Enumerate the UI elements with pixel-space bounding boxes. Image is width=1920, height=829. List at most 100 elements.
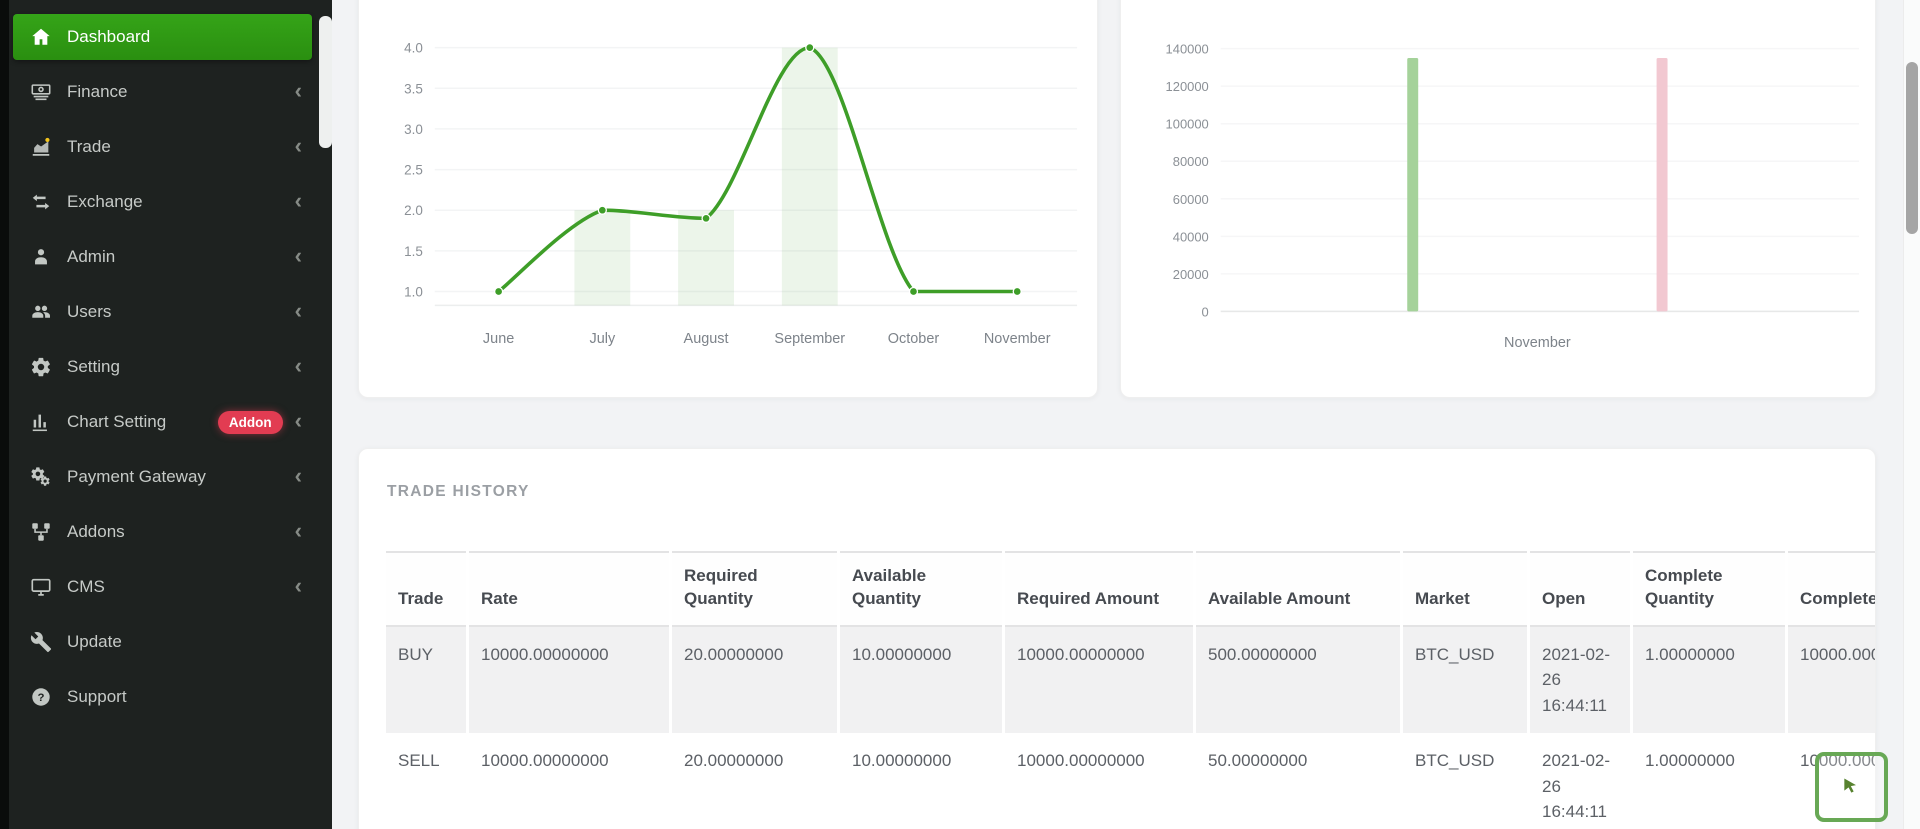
sidebar-item-label: Support [67, 687, 127, 706]
trade-history-table: Trade Rate Required Quantity Available Quan… [383, 551, 1875, 829]
sidebar-item-users[interactable]: Users ‹ [13, 289, 312, 335]
sidebar-item-exchange[interactable]: Exchange ‹ [13, 179, 312, 225]
column-header: Complete Amount [1788, 551, 1875, 627]
gear-icon [29, 355, 53, 379]
trade-icon [29, 135, 53, 159]
sidebar-item-chart-setting[interactable]: Chart Setting Addon ‹ [13, 399, 312, 445]
table-cell: 1.00000000 [1633, 626, 1785, 734]
svg-text:?: ? [38, 692, 45, 704]
table-row: BUY 10000.00000000 20.00000000 10.00000000 1… [386, 626, 1875, 734]
svg-text:November: November [1504, 335, 1571, 351]
page-scrollbar-thumb[interactable] [1906, 62, 1918, 234]
svg-text:120000: 120000 [1166, 79, 1209, 94]
table-cell: 10000.00000000 [1005, 626, 1193, 734]
trade-history-title: TRADE HISTORY [387, 483, 530, 500]
line-chart: 4.0 3.5 3.0 2.5 2.0 1.5 1.0 June July August Septe… [404, 41, 1078, 347]
svg-text:August: August [684, 331, 729, 347]
svg-text:20000: 20000 [1173, 267, 1209, 282]
sidebar: Dashboard Finance ‹ Trade ‹ Exchange ‹ Admin ‹ Us… [0, 0, 332, 829]
table-cell: 10.00000000 [840, 626, 1002, 734]
svg-text:60000: 60000 [1173, 192, 1209, 207]
chevron-left-icon: ‹ [294, 408, 302, 433]
svg-text:2.5: 2.5 [404, 163, 423, 178]
svg-text:0: 0 [1202, 304, 1209, 319]
chevron-left-icon: ‹ [294, 353, 302, 378]
sidebar-item-cms[interactable]: CMS ‹ [13, 564, 312, 610]
svg-text:September: September [774, 331, 845, 347]
table-cell: 500.00000000 [1196, 626, 1400, 734]
sidebar-item-label: Users [67, 302, 112, 321]
addons-icon [29, 520, 53, 544]
cursor-highlight [1815, 752, 1888, 822]
table-cell: 20.00000000 [672, 733, 837, 829]
table-cell: 10000.00000000 [1005, 733, 1193, 829]
column-header: Trade [386, 551, 466, 627]
finance-icon [29, 80, 53, 104]
column-header: Open [1530, 551, 1630, 627]
table-header-row: Trade Rate Required Quantity Available Quan… [386, 551, 1875, 627]
table-cell: BUY [386, 626, 466, 734]
sidebar-item-label: Addons [67, 522, 125, 541]
chevron-left-icon: ‹ [294, 243, 302, 268]
svg-text:40000: 40000 [1173, 229, 1209, 244]
table-cell: 10.00000000 [840, 733, 1002, 829]
addon-badge: Addon [217, 410, 283, 434]
admin-icon [29, 245, 53, 269]
trade-history-card: TRADE HISTORY Trade Rate Required Quantity… [358, 448, 1876, 829]
table-cell: BTC_USD [1403, 626, 1527, 734]
sidebar-edge [0, 0, 9, 829]
sidebar-item-setting[interactable]: Setting ‹ [13, 344, 312, 390]
sidebar-item-label: Payment Gateway [67, 467, 206, 486]
svg-text:June: June [483, 331, 514, 347]
sidebar-nav: Dashboard Finance ‹ Trade ‹ Exchange ‹ Admin ‹ Us… [9, 14, 332, 729]
chevron-left-icon: ‹ [294, 298, 302, 323]
column-header: Required Quantity [672, 551, 837, 627]
chevron-left-icon: ‹ [294, 78, 302, 103]
sidebar-item-trade[interactable]: Trade ‹ [13, 124, 312, 170]
cms-icon [29, 575, 53, 599]
users-icon [29, 300, 53, 324]
svg-text:July: July [589, 331, 615, 347]
payment-gateway-icon [29, 465, 53, 489]
svg-text:80000: 80000 [1173, 154, 1209, 169]
sidebar-item-dashboard[interactable]: Dashboard [13, 14, 312, 60]
chart-setting-icon [29, 410, 53, 434]
svg-text:1.5: 1.5 [404, 244, 423, 259]
column-header: Market [1403, 551, 1527, 627]
svg-text:1.0: 1.0 [404, 284, 423, 299]
sidebar-item-payment-gateway[interactable]: Payment Gateway ‹ [13, 454, 312, 500]
svg-text:4.0: 4.0 [404, 41, 423, 56]
table-cell: SELL [386, 733, 466, 829]
support-icon: ? [29, 685, 53, 709]
sidebar-item-label: Dashboard [67, 27, 151, 46]
sidebar-item-update[interactable]: Update [13, 619, 312, 665]
chevron-left-icon: ‹ [294, 133, 302, 158]
table-cell: 1.00000000 [1633, 733, 1785, 829]
sidebar-item-label: Update [67, 632, 122, 651]
table-cell: 2021-02-26 16:44:11 [1530, 733, 1630, 829]
svg-text:140000: 140000 [1166, 42, 1209, 57]
page-scrollbar-track[interactable] [1903, 0, 1920, 829]
sidebar-item-addons[interactable]: Addons ‹ [13, 509, 312, 555]
sidebar-item-label: Exchange [67, 192, 143, 211]
table-cell: 50.00000000 [1196, 733, 1400, 829]
sidebar-item-admin[interactable]: Admin ‹ [13, 234, 312, 280]
sidebar-item-support[interactable]: ? Support [13, 674, 312, 720]
svg-text:3.0: 3.0 [404, 122, 423, 137]
column-header: Required Amount [1005, 551, 1193, 627]
column-header: Available Amount [1196, 551, 1400, 627]
table-cell: 10000.00000000 [469, 733, 669, 829]
sidebar-scrollbar-thumb[interactable] [319, 16, 332, 148]
table-cell: BTC_USD [1403, 733, 1527, 829]
table-cell: 10000.00000000 [469, 626, 669, 734]
sidebar-item-finance[interactable]: Finance ‹ [13, 69, 312, 115]
chevron-left-icon: ‹ [294, 518, 302, 543]
sidebar-item-label: Admin [67, 247, 116, 266]
line-chart-card: 4.0 3.5 3.0 2.5 2.0 1.5 1.0 June July August Septe… [358, 0, 1098, 398]
table-cell: 2021-02-26 16:44:11 [1530, 626, 1630, 734]
svg-text:October: October [888, 331, 940, 347]
sidebar-item-label: CMS [67, 577, 105, 596]
bar-chart: 140000 120000 100000 80000 60000 40000 20000 0 N… [1166, 42, 1860, 351]
chevron-left-icon: ‹ [294, 188, 302, 213]
